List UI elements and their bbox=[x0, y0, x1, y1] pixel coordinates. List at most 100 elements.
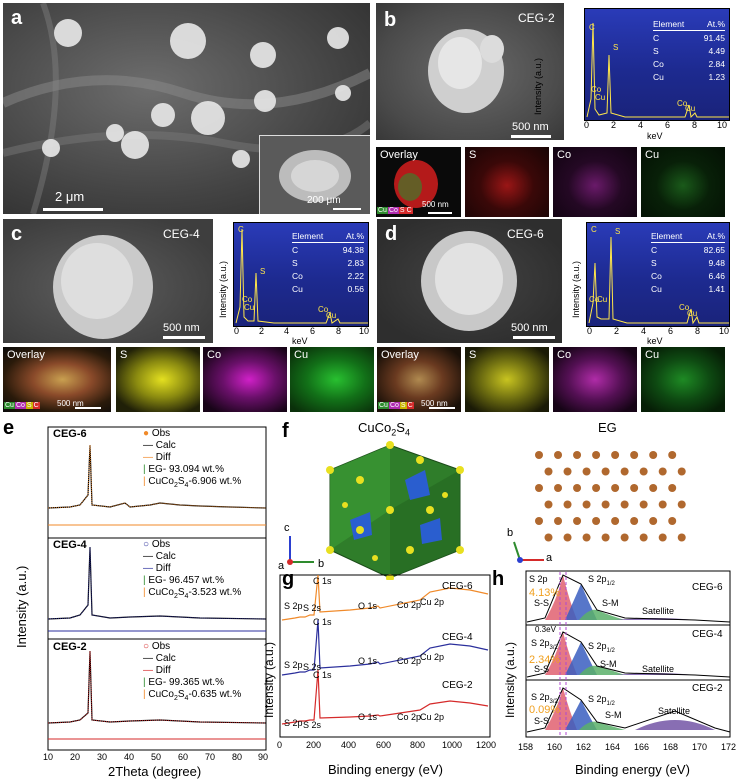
panel-g-o1s-mid: O 1s bbox=[358, 656, 378, 666]
panel-e-block-1-cu-s: S bbox=[177, 587, 185, 598]
panel-d-eds-peak-c: C bbox=[591, 225, 597, 234]
panel-d-legend-cu: Cu bbox=[378, 402, 389, 409]
panel-e-xtick-8: 90 bbox=[258, 752, 269, 762]
panel-e-block-0-diff: Diff bbox=[155, 452, 171, 463]
eg-carbon-atom bbox=[611, 451, 620, 459]
panel-h-ylabel: Intensity (a.u.) bbox=[503, 641, 517, 718]
panel-d-map-scalebar bbox=[429, 407, 455, 409]
panel-d-sem-image: d CEG-6 500 nm bbox=[377, 219, 562, 343]
panel-d-eds-el-0: C bbox=[651, 244, 658, 255]
eg-carbon-atom bbox=[535, 517, 543, 525]
panel-g-xtick-3: 600 bbox=[376, 740, 392, 750]
panel-d-eds-val-3: 1.41 bbox=[708, 283, 725, 294]
panel-b-map-overlay: Overlay Cu Co S C 500 nm bbox=[376, 147, 461, 217]
panel-f-eg-axis-a: a bbox=[546, 552, 553, 564]
panel-c-eds-peak-co2: Co bbox=[318, 305, 329, 314]
eg-carbon-atom bbox=[658, 500, 667, 509]
panel-h-sm-bot: S-M bbox=[605, 710, 622, 720]
panel-c-eds-el-2: Co bbox=[292, 270, 303, 281]
panel-b-legend-cu: Cu bbox=[377, 207, 388, 214]
panel-g-cu2p-top: Cu 2p bbox=[420, 597, 445, 607]
panel-c-eds-ylabel: Intensity (a.u.) bbox=[218, 260, 228, 318]
panel-e-block-0-obs: Obs bbox=[151, 428, 171, 439]
eg-carbon-atom bbox=[563, 467, 572, 476]
panel-d-eds-plot bbox=[588, 236, 729, 325]
panel-e-xtick-0: 10 bbox=[43, 752, 54, 762]
eg-carbon-atom bbox=[554, 517, 563, 525]
panel-e-block-1-eg: EG- 96.457 wt.% bbox=[148, 575, 224, 586]
panel-g-c1s-bot: C 1s bbox=[313, 670, 332, 680]
panel-e-block-2-calc: Calc bbox=[155, 653, 176, 664]
panel-e-block-2-cu-sub: 2 bbox=[173, 695, 178, 702]
panel-e-block-1-calc: Calc bbox=[155, 551, 176, 562]
panel-a-scalebar bbox=[43, 208, 103, 211]
panel-h-s2p32-mid-text: S 2p bbox=[531, 638, 550, 648]
panel-b-eds-xtick-5: 10 bbox=[717, 120, 728, 130]
eg-carbon-atom bbox=[535, 484, 543, 492]
panel-h-s2p12-bot-sub: 1/2 bbox=[606, 700, 615, 707]
panel-e-block-1-sample: CEG-4 bbox=[53, 539, 87, 551]
panel-e-xtick-4: 50 bbox=[151, 752, 162, 762]
panel-a-inset-scale-label: 200 μm bbox=[307, 195, 341, 206]
panel-e-xtick-6: 70 bbox=[205, 752, 216, 762]
eg-carbon-atom bbox=[573, 484, 582, 492]
panel-e-xtick-1: 20 bbox=[70, 752, 81, 762]
panel-b-map-s-label: S bbox=[469, 149, 477, 161]
panel-g-c1s-top: C 1s bbox=[313, 576, 332, 586]
panel-c-scalebar bbox=[163, 336, 205, 339]
panel-b-eds-peak-c: C bbox=[589, 23, 595, 32]
panel-h-s2p12-bot: S 2p1/2 bbox=[588, 694, 615, 707]
panel-c-eds-el-1: S bbox=[292, 257, 298, 268]
eg-carbon-atom bbox=[592, 451, 601, 459]
panel-c-map-co: Co bbox=[203, 347, 287, 412]
panel-e-xlabel: 2Theta (degree) bbox=[108, 764, 202, 779]
panel-b-scalebar bbox=[511, 135, 551, 138]
panel-h-s2p12-mid: S 2p1/2 bbox=[588, 641, 615, 654]
panel-b-map-scalebar bbox=[428, 212, 452, 214]
panel-b-eds-xtick-2: 4 bbox=[638, 120, 644, 130]
panel-c-eds-th-at: At.% bbox=[346, 230, 364, 241]
panel-d-eds-xlabel: keV bbox=[647, 336, 663, 346]
panel-c-eds-peak-cu: Cu bbox=[244, 303, 255, 312]
panel-f-eg-structure bbox=[535, 451, 686, 542]
panel-h-s2p12-mid-sub: 1/2 bbox=[606, 647, 615, 654]
panel-h-pct-0: 4.13% bbox=[529, 587, 561, 599]
panel-b-legend-c: C bbox=[405, 207, 413, 214]
panel-e-xtick-5: 60 bbox=[178, 752, 189, 762]
panel-g-s2s-bot: S 2s bbox=[303, 720, 322, 730]
panel-e-block-1-cu: CuCo bbox=[148, 587, 174, 598]
eg-carbon-atom bbox=[582, 500, 591, 509]
panel-e-xrd-chart bbox=[47, 426, 267, 751]
eg-carbon-atom bbox=[611, 517, 620, 525]
panel-d-eds-xtick-3: 6 bbox=[668, 326, 674, 336]
panel-c-map-scalebar bbox=[75, 407, 101, 409]
panel-c-eds-peak-cu2: Cu bbox=[326, 311, 337, 320]
panel-d-eds-xtick-1: 2 bbox=[614, 326, 620, 336]
panel-b-map-co-label: Co bbox=[557, 149, 572, 161]
panel-d-letter: d bbox=[385, 223, 398, 245]
panel-g-xps-survey-chart bbox=[279, 574, 491, 738]
panel-g-c1s-mid: C 1s bbox=[313, 617, 332, 627]
panel-d-eds-peak-co2: Co bbox=[679, 303, 690, 312]
panel-d-map-co-label: Co bbox=[557, 349, 572, 361]
panel-d-map-s: S bbox=[465, 347, 549, 412]
panel-h-sm-top: S-M bbox=[602, 598, 619, 608]
panel-a-letter: a bbox=[11, 7, 23, 29]
panel-d-map-overlay-label: Overlay bbox=[381, 349, 419, 361]
panel-e-block-0-cu-s: S bbox=[177, 476, 185, 487]
panel-b-map-cu: Cu bbox=[641, 147, 725, 217]
panel-b-eds-val-3: 1.23 bbox=[708, 71, 725, 82]
panel-d-legend-c: C bbox=[406, 402, 414, 409]
panel-f-title-sub2: 4 bbox=[404, 427, 410, 438]
panel-h-sat-top: Satellite bbox=[642, 606, 675, 616]
panel-g-co2p-mid: Co 2p bbox=[397, 656, 422, 666]
eg-carbon-atom bbox=[639, 500, 648, 509]
panel-c-eds-val-3: 0.56 bbox=[347, 283, 364, 294]
panel-d-eds-el-2: Co bbox=[651, 270, 662, 281]
panel-c-eds-xtick-2: 4 bbox=[284, 326, 290, 336]
panel-f-title-cu: CuCo bbox=[358, 420, 392, 435]
panel-e-block-2-cu-tail: -0.635 wt.% bbox=[188, 689, 242, 700]
panel-g-xtick-1: 200 bbox=[306, 740, 322, 750]
panel-h-xps-s2p-chart bbox=[525, 570, 731, 738]
panel-g-letter: g bbox=[282, 568, 295, 590]
